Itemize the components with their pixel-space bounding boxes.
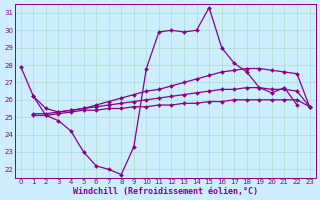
X-axis label: Windchill (Refroidissement éolien,°C): Windchill (Refroidissement éolien,°C) (73, 187, 258, 196)
